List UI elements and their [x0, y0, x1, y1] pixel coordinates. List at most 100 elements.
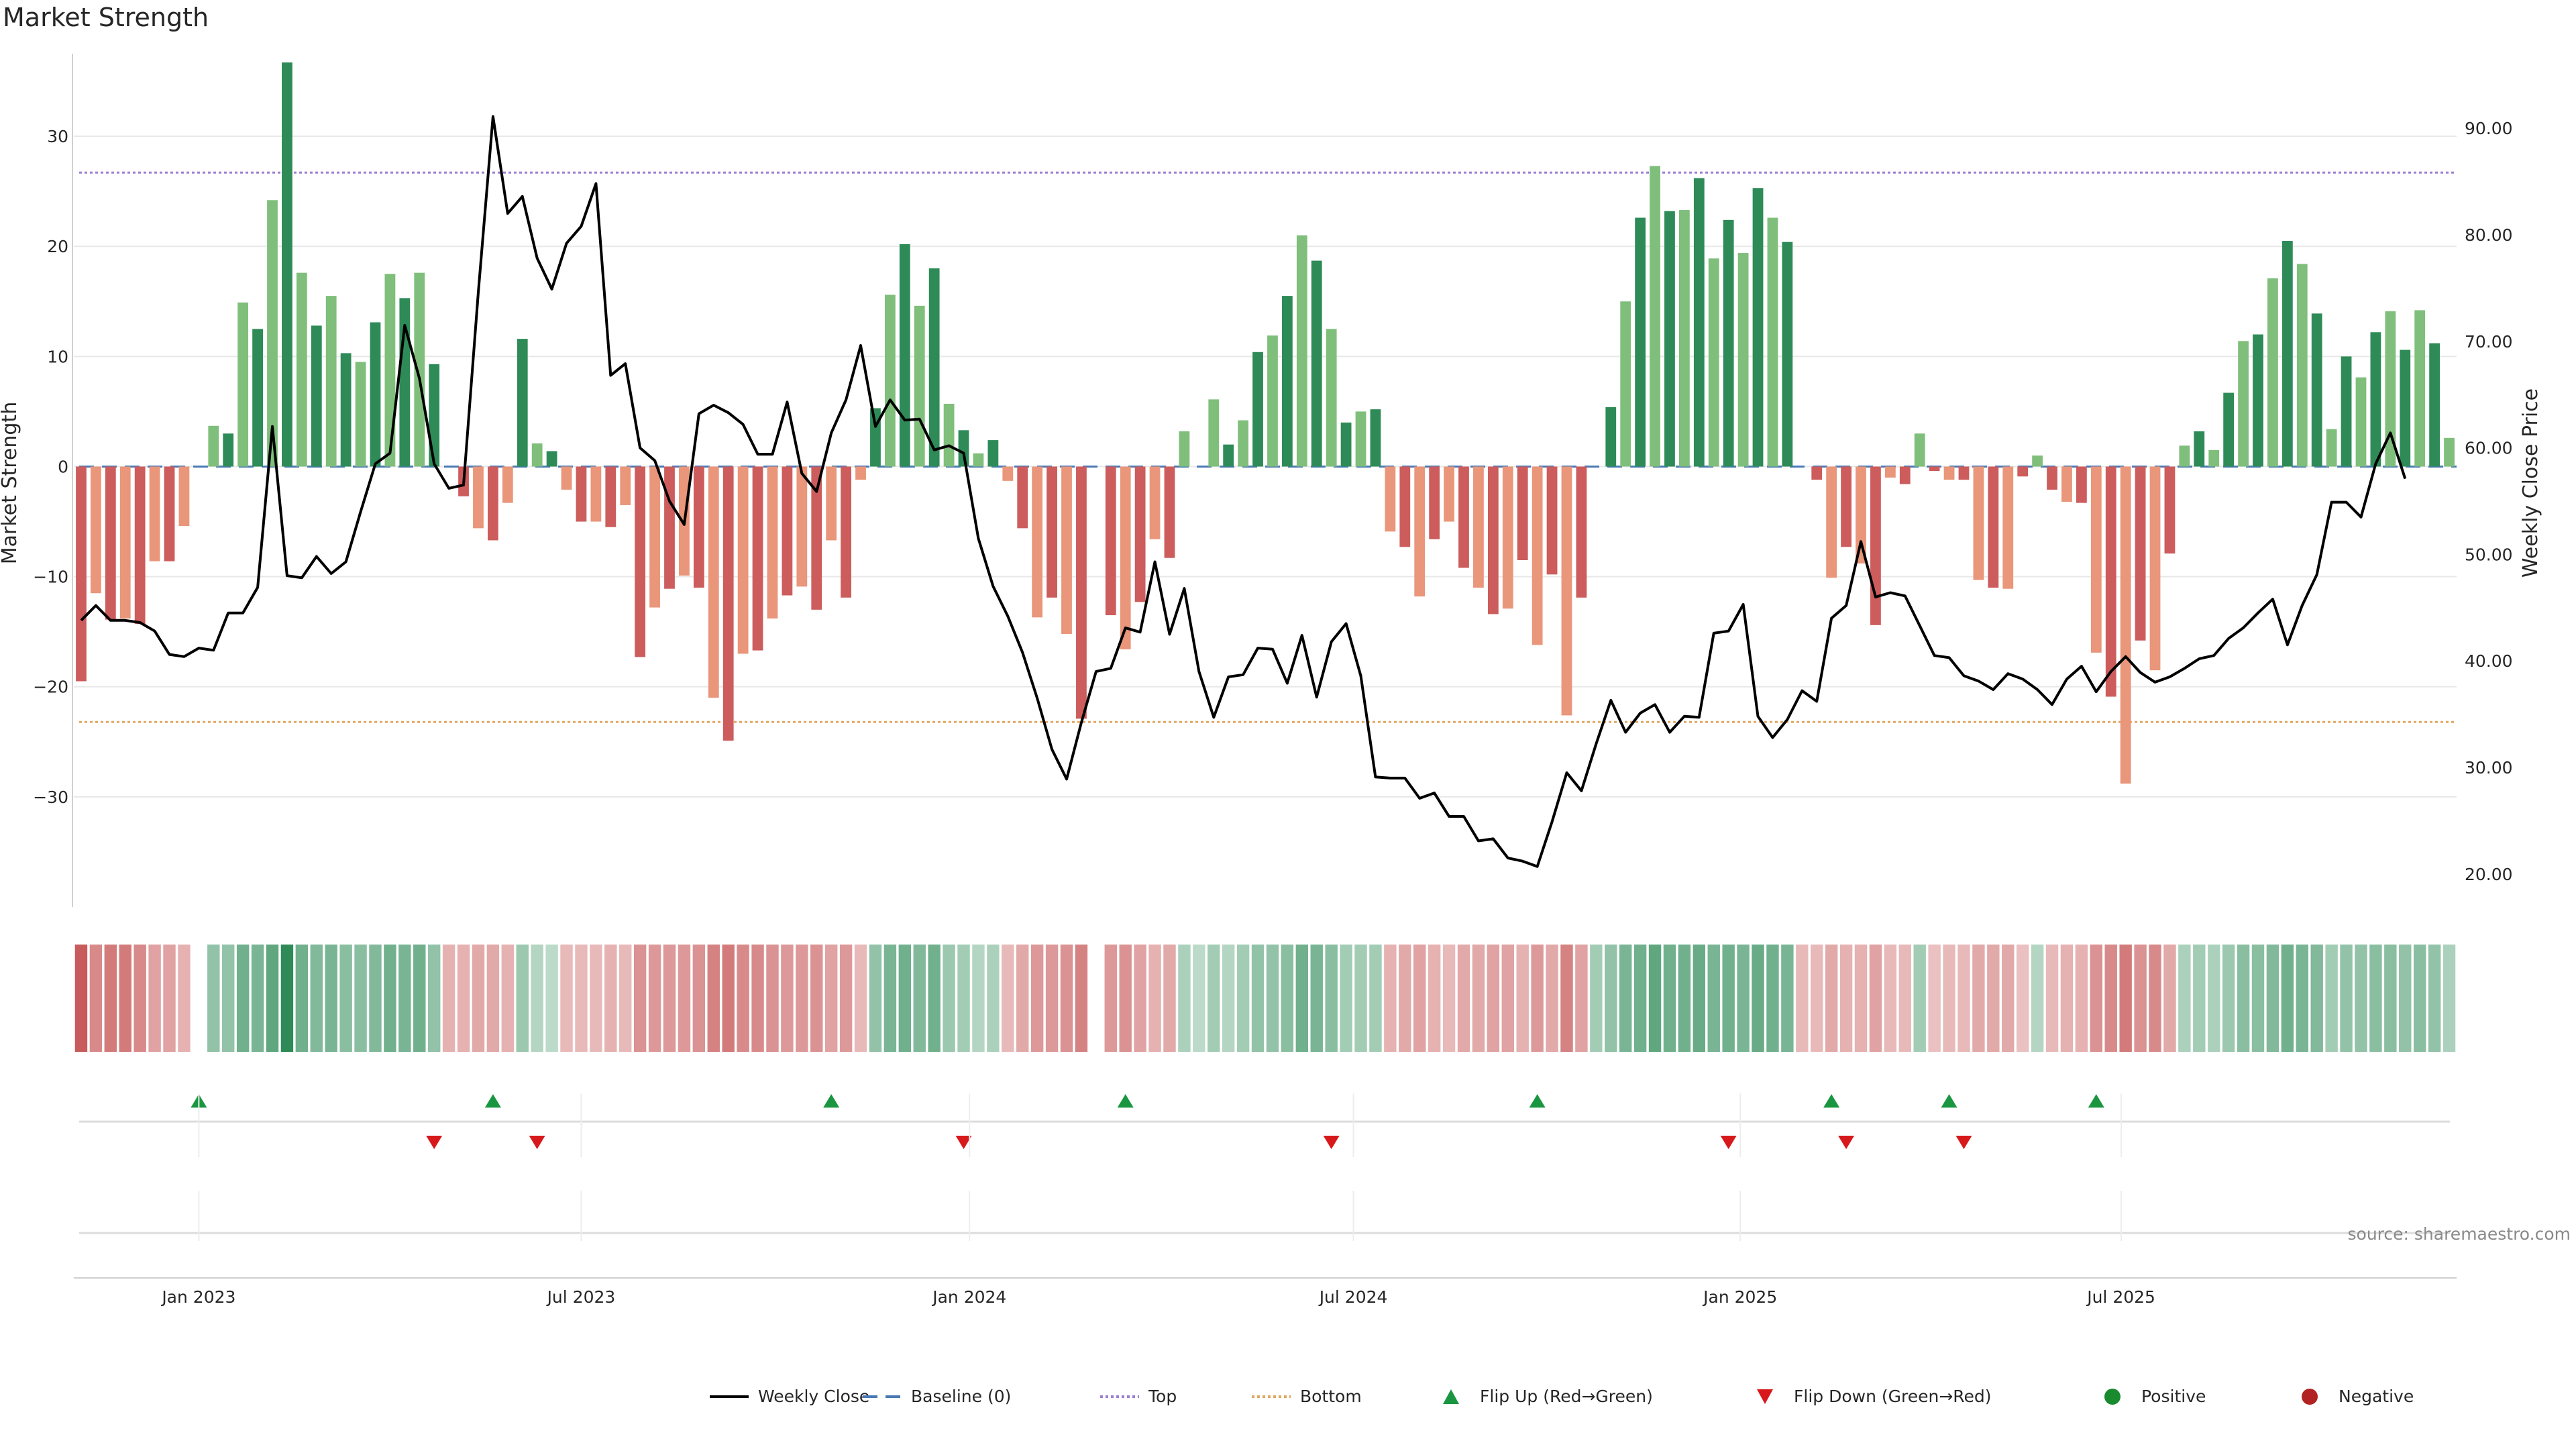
flip-down-marker — [529, 1136, 545, 1149]
heatmap-cell — [1340, 945, 1352, 1052]
flip-up-marker — [484, 1094, 501, 1108]
heatmap-cell — [766, 945, 779, 1052]
y-tick-label: 10 — [47, 347, 68, 366]
strength-bar — [1767, 217, 1778, 467]
heatmap-cell — [1193, 945, 1205, 1052]
legend-flip-down-swatch — [1757, 1389, 1773, 1404]
heatmap-cell — [295, 945, 309, 1052]
strength-bar — [1487, 466, 1499, 614]
legend-label: Flip Up (Red→Green) — [1480, 1387, 1653, 1406]
heatmap-cell — [1633, 945, 1647, 1052]
strength-bar — [2149, 466, 2161, 671]
heatmap-cell — [1752, 945, 1764, 1052]
strength-bars — [76, 62, 2455, 784]
heatmap-cell — [1766, 945, 1779, 1052]
heatmap-cell — [854, 945, 867, 1052]
legend-item: Baseline (0) — [863, 1387, 1011, 1406]
strength-bar — [1355, 411, 1366, 467]
heatmap-cell — [2399, 945, 2412, 1052]
strength-bar — [1032, 466, 1043, 618]
x-tick-label: Jan 2024 — [931, 1287, 1006, 1307]
strength-bar — [1884, 466, 1896, 478]
flip-down-marker — [1720, 1136, 1737, 1149]
heatmap-cell — [1399, 945, 1411, 1052]
strength-bar — [1708, 258, 1719, 467]
legend-negative-swatch — [2302, 1389, 2318, 1405]
heatmap-cell — [280, 945, 294, 1052]
strength-bar — [237, 302, 249, 467]
heatmap-cell — [2340, 945, 2353, 1052]
heatmap-cell — [1928, 945, 1941, 1052]
heatmap-cell — [987, 945, 1000, 1052]
strength-bar — [1340, 422, 1352, 467]
flip-up-marker — [2088, 1094, 2104, 1108]
heatmap-cell — [751, 945, 764, 1052]
strength-bar — [282, 62, 292, 467]
strength-bar — [2238, 341, 2249, 467]
strength-bar — [1267, 335, 1278, 467]
strength-bar — [223, 433, 234, 467]
heatmap-cell — [560, 945, 573, 1052]
strength-bar — [2282, 241, 2293, 467]
heatmap-cell — [2002, 945, 2015, 1052]
strength-bar — [134, 466, 146, 625]
strength-bar — [1458, 466, 1469, 568]
strength-bar — [2135, 466, 2146, 641]
strength-bar — [708, 466, 719, 698]
strength-bar — [958, 430, 969, 467]
strength-bar — [693, 466, 704, 588]
strength-bar — [605, 466, 616, 527]
strength-bar — [414, 272, 425, 467]
legend-item: Top — [1100, 1387, 1177, 1406]
heatmap-cell — [678, 945, 691, 1052]
heatmap-cell — [1560, 945, 1573, 1052]
heatmap-cell — [633, 945, 647, 1052]
heatmap-cell — [1693, 945, 1706, 1052]
strength-bar — [1326, 329, 1337, 467]
heatmap-cell — [1457, 945, 1470, 1052]
strength-bar — [2253, 334, 2263, 467]
heatmap-cell — [943, 945, 955, 1052]
strength-bar — [722, 466, 734, 741]
heatmap-cell — [604, 945, 617, 1052]
strength-bar — [1002, 466, 1014, 481]
heatmap-cell — [1825, 945, 1838, 1052]
heatmap-cell — [1796, 945, 1809, 1052]
heatmap-cell — [1060, 945, 1073, 1052]
strength-bar — [355, 362, 366, 467]
strength-bar — [1046, 466, 1057, 598]
y-right-tick-label: 70.00 — [2465, 332, 2513, 352]
legend-label: Bottom — [1300, 1387, 1362, 1406]
strength-bar — [914, 305, 925, 467]
heatmap-cell — [442, 945, 455, 1052]
heatmap-cell — [89, 945, 103, 1052]
heatmap-cell — [148, 945, 161, 1052]
heatmap-cell — [869, 945, 882, 1052]
heatmap-cell — [2016, 945, 2029, 1052]
strength-bar — [370, 322, 381, 467]
strength-bar — [826, 466, 837, 541]
heatmap-cell — [1590, 945, 1603, 1052]
strength-bar — [105, 466, 116, 620]
heatmap-cell — [2384, 945, 2397, 1052]
strength-bar — [2311, 313, 2322, 467]
heatmap-cell — [531, 945, 543, 1052]
strength-bar — [2296, 264, 2308, 467]
heatmap-cell — [2119, 945, 2132, 1052]
strength-bar — [1988, 466, 1999, 588]
strength-bar — [1650, 166, 1660, 467]
strength-bar — [325, 296, 337, 467]
legend-item: Flip Down (Green→Red) — [1757, 1387, 1992, 1406]
strength-bar — [1958, 466, 1970, 480]
strength-bar — [252, 329, 263, 467]
heatmap-cell — [1208, 945, 1220, 1052]
strength-bar — [767, 466, 778, 619]
heatmap-cell — [1354, 945, 1367, 1052]
heatmap-cell — [1972, 945, 1985, 1052]
heatmap-cell — [2134, 945, 2147, 1052]
axes-layer: 30 20 10 0 −10 −20 −30 20.00 30.00 40.00 50.00 60.0… — [33, 54, 2513, 907]
heatmap-cell — [1134, 945, 1146, 1052]
y-right-tick-label: 40.00 — [2465, 651, 2513, 671]
x-tick-label: Jul 2023 — [546, 1287, 616, 1307]
heatmap-cell — [2222, 945, 2235, 1052]
